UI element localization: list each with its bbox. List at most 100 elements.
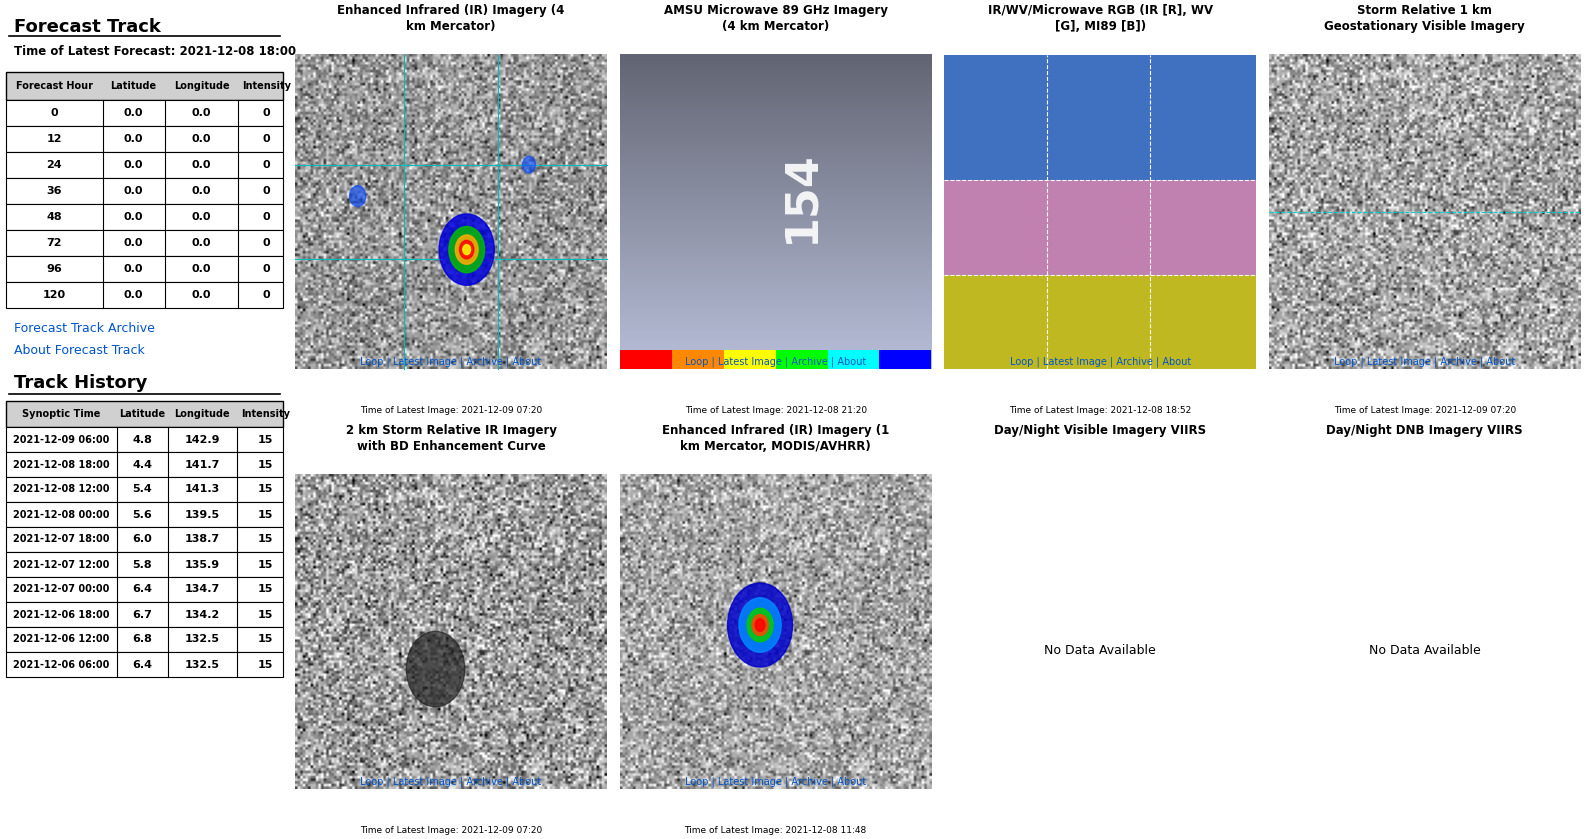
Text: 2021-12-07 18:00: 2021-12-07 18:00 xyxy=(13,534,110,545)
Text: 2021-12-07 12:00: 2021-12-07 12:00 xyxy=(13,560,110,570)
Text: 142.9: 142.9 xyxy=(184,435,221,445)
Text: AMSU Microwave 89 GHz Imagery
(4 km Mercator): AMSU Microwave 89 GHz Imagery (4 km Merc… xyxy=(663,4,887,34)
Circle shape xyxy=(455,235,478,264)
Bar xyxy=(6,126,282,152)
Circle shape xyxy=(463,245,471,255)
Bar xyxy=(944,180,1255,275)
Circle shape xyxy=(755,619,765,631)
Text: 6.4: 6.4 xyxy=(132,659,152,670)
Text: 15: 15 xyxy=(259,634,273,644)
Text: 135.9: 135.9 xyxy=(184,560,219,570)
Text: 2 km Storm Relative IR Imagery
with BD Enhancement Curve: 2 km Storm Relative IR Imagery with BD E… xyxy=(346,424,557,453)
Bar xyxy=(6,552,282,577)
Text: No Data Available: No Data Available xyxy=(1370,644,1481,657)
Circle shape xyxy=(449,227,484,273)
Text: 0.0: 0.0 xyxy=(192,186,211,196)
Text: Intensity: Intensity xyxy=(241,81,290,91)
Text: 0: 0 xyxy=(51,108,59,118)
Text: Enhanced Infrared (IR) Imagery (4
km Mercator): Enhanced Infrared (IR) Imagery (4 km Mer… xyxy=(338,4,565,34)
Bar xyxy=(724,351,776,369)
Text: 0.0: 0.0 xyxy=(124,238,143,248)
Text: Loop | Latest Image | Archive | About: Loop | Latest Image | Archive | About xyxy=(686,776,867,787)
Text: 15: 15 xyxy=(259,460,273,470)
Bar xyxy=(621,351,671,369)
Text: 132.5: 132.5 xyxy=(184,634,219,644)
Text: 15: 15 xyxy=(259,560,273,570)
Text: 120: 120 xyxy=(43,290,65,300)
Text: 48: 48 xyxy=(46,212,62,222)
Bar xyxy=(6,477,282,502)
Circle shape xyxy=(747,608,773,642)
Bar xyxy=(6,204,282,230)
Text: 2021-12-07 00:00: 2021-12-07 00:00 xyxy=(13,585,110,595)
Text: 72: 72 xyxy=(46,238,62,248)
Text: 0: 0 xyxy=(262,186,270,196)
Bar xyxy=(6,602,282,627)
Text: Intensity: Intensity xyxy=(241,409,290,419)
Text: Forecast Hour: Forecast Hour xyxy=(16,81,92,91)
Bar xyxy=(879,351,932,369)
Bar xyxy=(776,351,827,369)
Text: Loop | Latest Image | Archive | About: Loop | Latest Image | Archive | About xyxy=(1009,357,1190,367)
Bar xyxy=(827,351,879,369)
Text: 6.0: 6.0 xyxy=(132,534,152,545)
Text: 15: 15 xyxy=(259,609,273,619)
Circle shape xyxy=(460,240,475,258)
Bar xyxy=(6,230,282,256)
Text: Longitude: Longitude xyxy=(173,81,229,91)
Circle shape xyxy=(740,597,781,653)
Text: 15: 15 xyxy=(259,585,273,595)
Bar xyxy=(6,577,282,602)
Text: Time of Latest Image: 2021-12-09 07:20: Time of Latest Image: 2021-12-09 07:20 xyxy=(360,826,543,835)
Text: 5.4: 5.4 xyxy=(132,484,152,494)
Text: 96: 96 xyxy=(46,264,62,274)
Text: 24: 24 xyxy=(46,160,62,170)
Text: 134.7: 134.7 xyxy=(184,585,221,595)
Text: 6.8: 6.8 xyxy=(132,634,152,644)
Text: 2021-12-06 12:00: 2021-12-06 12:00 xyxy=(13,634,110,644)
Text: 0.0: 0.0 xyxy=(192,108,211,118)
Bar xyxy=(944,275,1255,369)
Text: No Data Available: No Data Available xyxy=(1044,644,1155,657)
Text: 15: 15 xyxy=(259,509,273,519)
Text: Day/Night DNB Imagery VIIRS: Day/Night DNB Imagery VIIRS xyxy=(1327,424,1524,436)
Text: 5.8: 5.8 xyxy=(132,560,152,570)
Text: 132.5: 132.5 xyxy=(184,659,219,670)
Text: 2021-12-08 00:00: 2021-12-08 00:00 xyxy=(13,509,110,519)
Text: Latitude: Latitude xyxy=(111,81,157,91)
Text: 0.0: 0.0 xyxy=(124,264,143,274)
Text: 12: 12 xyxy=(46,134,62,144)
Circle shape xyxy=(727,583,792,667)
Text: Time of Latest Forecast: 2021-12-08 18:00: Time of Latest Forecast: 2021-12-08 18:0… xyxy=(14,45,297,58)
Circle shape xyxy=(752,614,768,636)
Text: 0.0: 0.0 xyxy=(192,134,211,144)
Circle shape xyxy=(440,214,494,285)
Text: 0: 0 xyxy=(262,212,270,222)
Text: 0.0: 0.0 xyxy=(124,160,143,170)
Text: 0.0: 0.0 xyxy=(124,134,143,144)
Text: 15: 15 xyxy=(259,484,273,494)
Bar xyxy=(6,527,282,552)
Text: 2021-12-08 12:00: 2021-12-08 12:00 xyxy=(13,484,110,494)
Text: 6.4: 6.4 xyxy=(132,585,152,595)
Text: 36: 36 xyxy=(46,186,62,196)
Bar xyxy=(671,351,724,369)
Text: Time of Latest Image: 2021-12-09 07:20: Time of Latest Image: 2021-12-09 07:20 xyxy=(1333,406,1516,415)
Text: Time of Latest Image: 2021-12-08 11:48: Time of Latest Image: 2021-12-08 11:48 xyxy=(684,826,867,835)
Text: 141.3: 141.3 xyxy=(184,484,221,494)
Text: Forecast Track: Forecast Track xyxy=(14,18,162,36)
Text: 2021-12-08 18:00: 2021-12-08 18:00 xyxy=(13,460,110,470)
Text: 4.4: 4.4 xyxy=(132,460,152,470)
Text: Latitude: Latitude xyxy=(119,409,165,419)
Text: 5.6: 5.6 xyxy=(132,509,152,519)
Circle shape xyxy=(349,185,365,206)
Text: About Forecast Track: About Forecast Track xyxy=(14,344,144,357)
Text: 4.8: 4.8 xyxy=(132,435,152,445)
Text: Time of Latest Image: 2021-12-09 07:20: Time of Latest Image: 2021-12-09 07:20 xyxy=(360,406,543,415)
Bar xyxy=(6,72,282,100)
Bar xyxy=(944,55,1255,180)
Bar xyxy=(6,401,282,427)
Text: 0.0: 0.0 xyxy=(124,108,143,118)
Text: Track History: Track History xyxy=(14,374,148,392)
Text: 15: 15 xyxy=(259,659,273,670)
